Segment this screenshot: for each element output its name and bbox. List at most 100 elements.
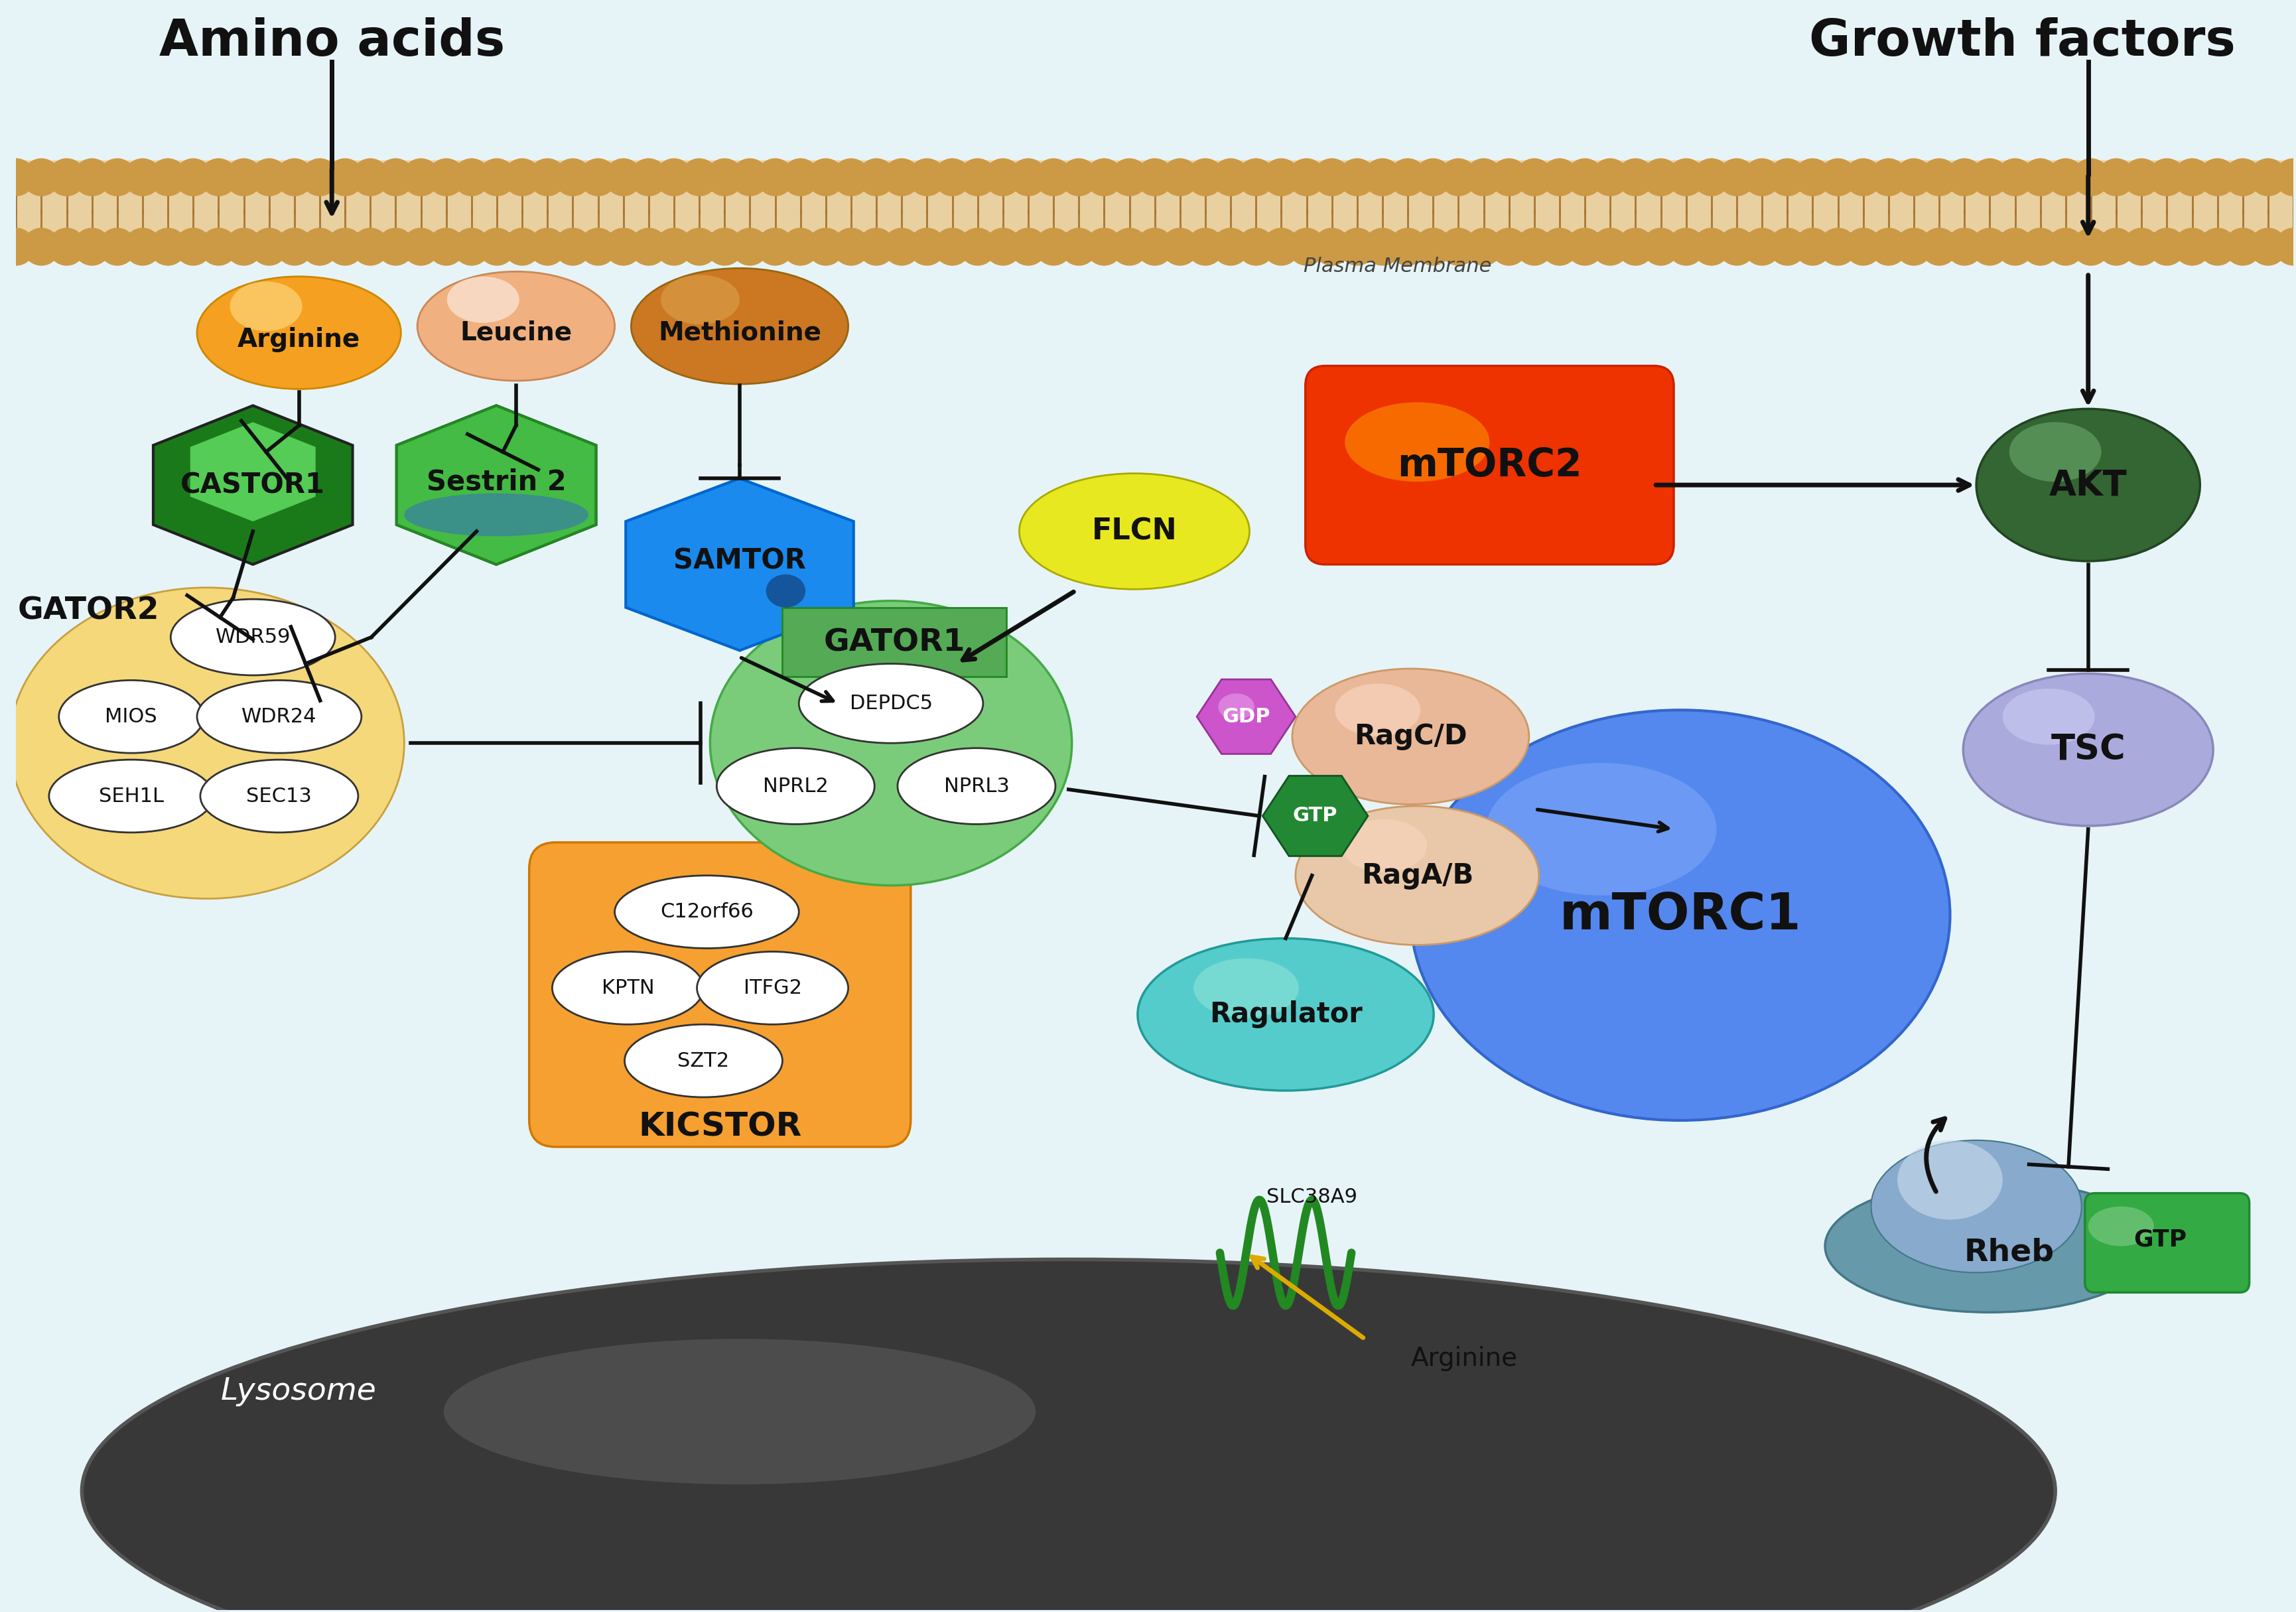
- Circle shape: [629, 158, 666, 195]
- Circle shape: [503, 229, 540, 266]
- Circle shape: [225, 229, 262, 266]
- Ellipse shape: [615, 875, 799, 948]
- Ellipse shape: [1410, 709, 1949, 1120]
- Circle shape: [99, 158, 135, 195]
- Ellipse shape: [1963, 674, 2213, 825]
- Ellipse shape: [418, 271, 615, 380]
- Ellipse shape: [230, 282, 303, 330]
- Ellipse shape: [448, 277, 519, 322]
- Circle shape: [2046, 158, 2082, 195]
- Circle shape: [1818, 229, 1855, 266]
- Ellipse shape: [1293, 669, 1529, 804]
- Circle shape: [2225, 229, 2262, 266]
- Text: Sestrin 2: Sestrin 2: [427, 467, 567, 495]
- Bar: [16, 161, 2294, 247]
- Ellipse shape: [197, 277, 402, 388]
- Circle shape: [1414, 229, 1451, 266]
- Circle shape: [553, 229, 590, 266]
- Circle shape: [1389, 158, 1426, 195]
- Ellipse shape: [551, 951, 703, 1024]
- Circle shape: [1162, 229, 1199, 266]
- Circle shape: [124, 229, 161, 266]
- Circle shape: [960, 229, 996, 266]
- Circle shape: [1919, 158, 1956, 195]
- Ellipse shape: [709, 601, 1072, 885]
- Text: KICSTOR: KICSTOR: [638, 1111, 801, 1143]
- Text: GDP: GDP: [1221, 708, 1270, 727]
- Circle shape: [99, 229, 135, 266]
- Text: WDR24: WDR24: [241, 708, 317, 727]
- Circle shape: [758, 158, 794, 195]
- Circle shape: [654, 229, 691, 266]
- Circle shape: [909, 229, 946, 266]
- Circle shape: [402, 229, 439, 266]
- Circle shape: [783, 229, 820, 266]
- Circle shape: [1566, 158, 1603, 195]
- Circle shape: [276, 229, 312, 266]
- Circle shape: [326, 229, 363, 266]
- Circle shape: [1440, 229, 1476, 266]
- Circle shape: [503, 158, 540, 195]
- Circle shape: [579, 158, 615, 195]
- Circle shape: [680, 229, 719, 266]
- Ellipse shape: [200, 759, 358, 832]
- Circle shape: [2122, 229, 2158, 266]
- Text: Lysosome: Lysosome: [220, 1377, 377, 1407]
- Circle shape: [680, 158, 719, 195]
- Circle shape: [48, 229, 85, 266]
- Circle shape: [1465, 158, 1502, 195]
- Circle shape: [985, 229, 1022, 266]
- Circle shape: [73, 158, 110, 195]
- Circle shape: [2275, 229, 2296, 266]
- Circle shape: [579, 229, 615, 266]
- Circle shape: [1490, 229, 1527, 266]
- Circle shape: [1566, 229, 1603, 266]
- Ellipse shape: [2087, 1206, 2154, 1246]
- Text: NPRL2: NPRL2: [762, 777, 829, 796]
- Circle shape: [124, 158, 161, 195]
- Circle shape: [427, 229, 464, 266]
- FancyBboxPatch shape: [528, 843, 912, 1146]
- Circle shape: [48, 158, 85, 195]
- Circle shape: [1642, 158, 1678, 195]
- Text: GTP: GTP: [2133, 1228, 2186, 1251]
- Ellipse shape: [1334, 683, 1421, 737]
- Ellipse shape: [767, 574, 806, 608]
- Circle shape: [705, 158, 744, 195]
- Circle shape: [884, 158, 921, 195]
- Circle shape: [1263, 158, 1300, 195]
- Text: KPTN: KPTN: [602, 978, 654, 998]
- Circle shape: [1869, 229, 1906, 266]
- Ellipse shape: [1295, 806, 1538, 945]
- Circle shape: [1995, 229, 2032, 266]
- Circle shape: [73, 229, 110, 266]
- Ellipse shape: [1137, 938, 1433, 1091]
- Circle shape: [1616, 229, 1653, 266]
- Text: mTORC2: mTORC2: [1396, 447, 1582, 484]
- Circle shape: [1515, 158, 1552, 195]
- Circle shape: [2071, 229, 2108, 266]
- Circle shape: [859, 158, 895, 195]
- Circle shape: [859, 229, 895, 266]
- Circle shape: [1313, 229, 1350, 266]
- Circle shape: [2200, 158, 2236, 195]
- Circle shape: [225, 158, 262, 195]
- Ellipse shape: [898, 748, 1056, 824]
- Ellipse shape: [404, 493, 588, 537]
- Circle shape: [149, 158, 186, 195]
- Circle shape: [2071, 158, 2108, 195]
- Circle shape: [452, 158, 489, 195]
- Text: Rheb: Rheb: [1963, 1238, 2055, 1267]
- Circle shape: [0, 229, 34, 266]
- Circle shape: [1288, 229, 1325, 266]
- Text: TSC: TSC: [2050, 732, 2126, 767]
- Polygon shape: [397, 406, 597, 564]
- Polygon shape: [1263, 775, 1368, 856]
- Circle shape: [629, 229, 666, 266]
- Ellipse shape: [661, 276, 739, 324]
- Circle shape: [604, 229, 641, 266]
- Text: Arginine: Arginine: [1410, 1346, 1518, 1372]
- Circle shape: [1238, 158, 1274, 195]
- Circle shape: [1894, 229, 1931, 266]
- Circle shape: [1061, 229, 1097, 266]
